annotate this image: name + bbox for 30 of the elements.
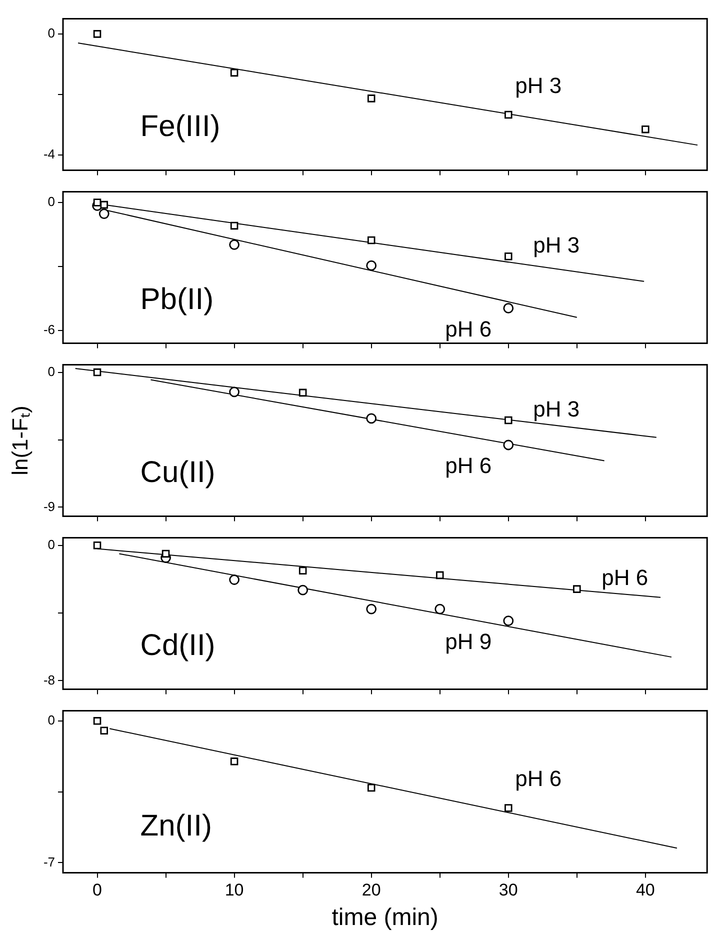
series-label: pH 6 — [515, 766, 562, 792]
x-tick-label: 40 — [636, 880, 655, 900]
y-tick-label: -9 — [43, 498, 55, 514]
y-tick-label: -6 — [43, 322, 55, 337]
series-label: pH 3 — [533, 232, 580, 258]
x-tick-label: 10 — [224, 880, 244, 900]
series-label: pH 6 — [445, 453, 492, 478]
y-tick-label: -8 — [43, 672, 55, 688]
y-tick-label: 0 — [48, 536, 55, 552]
series-label: pH 6 — [445, 316, 492, 342]
series-label: pH 3 — [515, 72, 562, 98]
y-axis-title: ln(1-Fₜ) — [7, 406, 32, 476]
x-tick-label: 0 — [92, 880, 102, 900]
y-tick-label: 0 — [48, 364, 55, 379]
x-axis-title: time (min) — [332, 904, 438, 932]
y-tick-label: -7 — [43, 854, 55, 870]
series-label: pH 6 — [602, 565, 648, 590]
text: Cd(II) — [140, 629, 216, 662]
text: Pb(II) — [140, 283, 214, 316]
y-tick-label: -4 — [43, 146, 55, 162]
series-label: pH 3 — [533, 396, 580, 422]
text: Cu(II) — [140, 456, 216, 490]
x-tick-label: 20 — [362, 880, 381, 900]
text: Zn(II) — [140, 810, 212, 843]
series-label: pH 9 — [445, 628, 492, 654]
text: Fe(III) — [140, 110, 220, 144]
y-tick-label: 0 — [48, 712, 55, 728]
x-tick-label: 30 — [498, 880, 518, 900]
y-tick-label: 0 — [48, 26, 55, 41]
y-tick-label: 0 — [48, 194, 55, 210]
